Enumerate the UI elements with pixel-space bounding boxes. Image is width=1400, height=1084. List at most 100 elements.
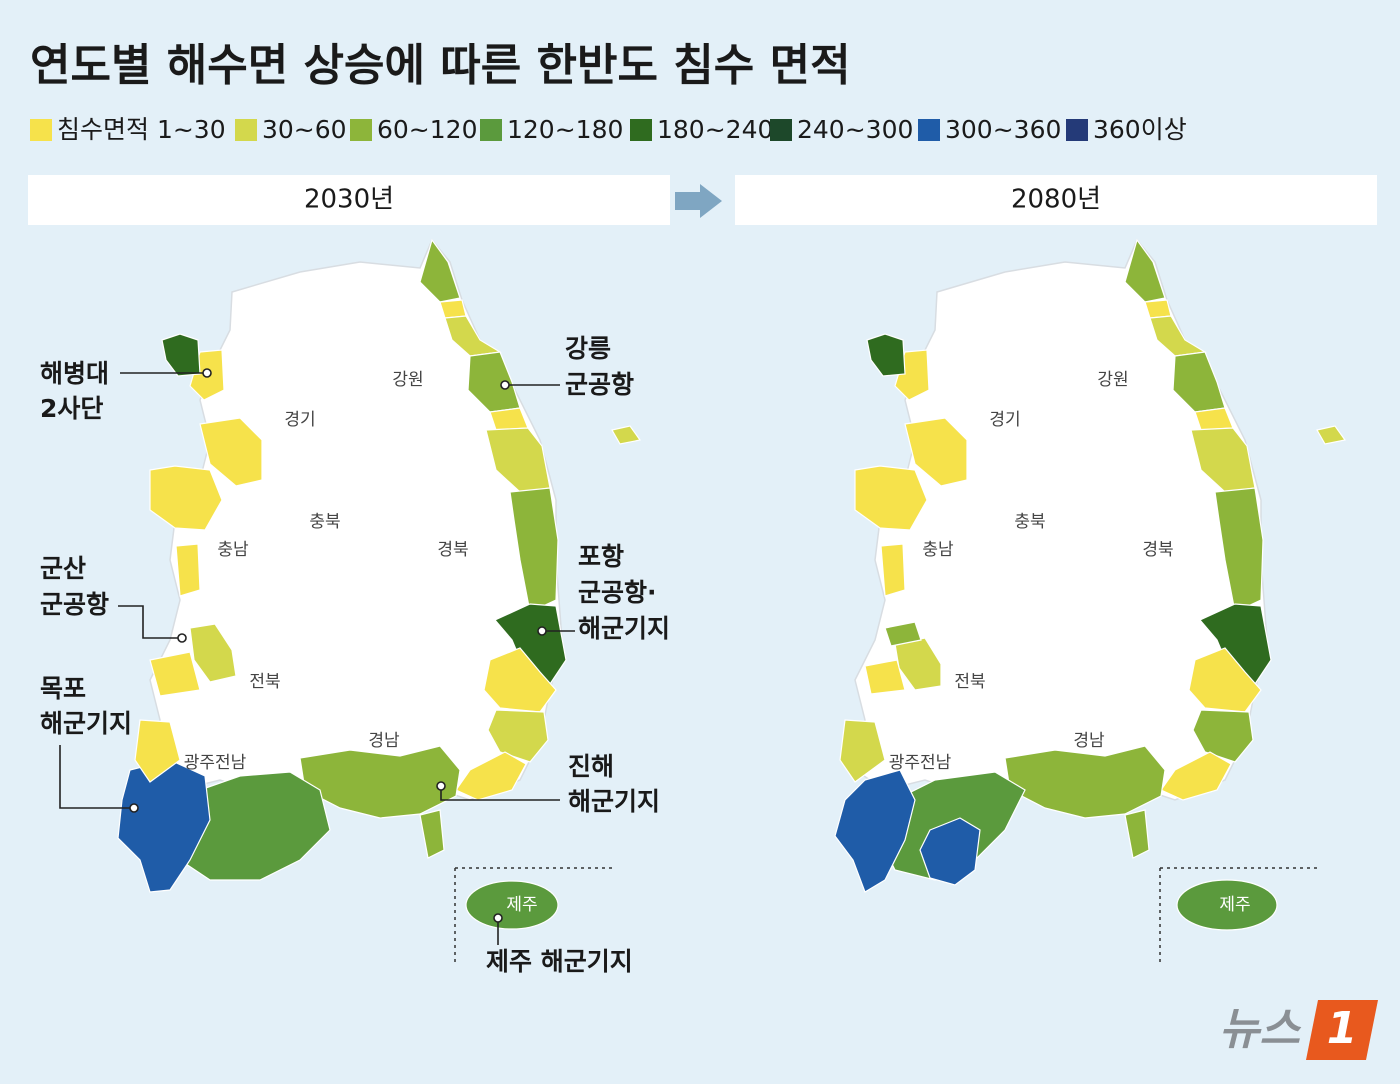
marker [202, 368, 212, 378]
flood-area [149, 651, 201, 697]
flood-area [439, 299, 467, 319]
flood-area [864, 659, 906, 695]
flood-area [161, 333, 201, 377]
legend-swatch [1066, 119, 1088, 141]
logo: 뉴스 1 [1219, 1000, 1378, 1060]
logo-text: 뉴스 [1219, 1004, 1301, 1055]
panel-title: 2080년 [1011, 185, 1101, 215]
region-label: 제주 [506, 895, 537, 915]
flood-area [919, 817, 981, 886]
flood-area [465, 880, 559, 930]
flood-area [149, 465, 223, 531]
region-label: 경기 [989, 410, 1020, 430]
flood-area [611, 425, 642, 445]
legend-swatch [235, 119, 257, 141]
logo-mark: 1 [1327, 1003, 1358, 1054]
flood-area [839, 719, 886, 783]
region-label: 경기 [284, 410, 315, 430]
callout-label: 군공항· [578, 578, 657, 607]
region-label: 경북 [1142, 540, 1173, 560]
flood-area [1188, 647, 1262, 713]
callout-label: 해군기지 [40, 709, 132, 738]
region-label: 제주 [1219, 895, 1250, 915]
legend-label: 180~240 [657, 115, 773, 144]
flood-area [1192, 709, 1254, 763]
flood-area [1316, 425, 1347, 445]
marker [493, 913, 503, 923]
legend-label: 침수면적 1~30 [57, 115, 226, 144]
flood-area [299, 745, 461, 819]
callout-label: 군공항 [565, 370, 634, 399]
marker [129, 803, 139, 813]
arrow [675, 184, 722, 218]
callout-label: 목포 [40, 674, 86, 703]
legend-label: 360이상 [1093, 115, 1187, 144]
flood-area [419, 809, 445, 859]
callout-label: 군산 [40, 554, 86, 583]
region-label: 광주전남 [889, 753, 952, 773]
flood-area [419, 238, 461, 303]
inset-border [454, 867, 615, 965]
callout-label: 진해 [568, 752, 614, 781]
callout-label: 군공항 [40, 590, 109, 619]
flood-area [866, 333, 906, 377]
flood-area [199, 417, 263, 487]
legend-swatch [30, 119, 52, 141]
legend-label: 120~180 [507, 115, 623, 144]
legend-swatch [770, 119, 792, 141]
legend-swatch [630, 119, 652, 141]
region-label: 충북 [1014, 512, 1045, 532]
region-label: 전북 [249, 672, 280, 692]
region-label: 강원 [392, 370, 423, 390]
region-label: 경남 [1073, 731, 1105, 751]
flood-area [134, 719, 181, 783]
marker [436, 781, 446, 791]
callout-label: 강릉 [565, 334, 611, 363]
logo-badge [1306, 1000, 1378, 1060]
flood-area [1124, 809, 1150, 859]
region-label: 충남 [217, 540, 249, 560]
leader-line [59, 745, 130, 809]
flood-area [487, 709, 549, 763]
flood-area [854, 465, 928, 531]
legend: 침수면적 1~30 30~60 60~120 120~180 180~240 240~30… [30, 115, 1187, 144]
region-label: 경남 [368, 731, 400, 751]
region-label: 강원 [1097, 370, 1128, 390]
leader-line [440, 790, 560, 801]
flood-area [1199, 603, 1272, 685]
legend-swatch [918, 119, 940, 141]
legend-swatch [480, 119, 502, 141]
flood-area [494, 603, 567, 685]
marker [537, 626, 547, 636]
flood-area [175, 543, 201, 597]
region-label: 충북 [309, 512, 340, 532]
flood-area [904, 417, 968, 487]
flood-area [117, 759, 211, 893]
flood-area [1144, 299, 1172, 319]
callouts: 해병대 2사단 강릉 군공항 군산 군공항 포항 군공항· 해군기지 목포 해군… [40, 334, 670, 976]
flood-area [880, 543, 906, 597]
flood-area [1004, 745, 1166, 819]
callout-label: 해군기지 [568, 787, 660, 816]
flood-area [189, 623, 237, 683]
legend-label: 60~120 [377, 115, 477, 144]
panel-header [28, 175, 670, 225]
flood-area [884, 621, 922, 647]
panel-header [735, 175, 1377, 225]
panel-title: 2030년 [304, 185, 394, 215]
legend-label: 240~300 [797, 115, 913, 144]
marker [500, 380, 510, 390]
flood-area [1176, 879, 1278, 931]
flood-area [1124, 238, 1166, 303]
flood-area [834, 769, 916, 893]
marker [177, 633, 187, 643]
callout-label: 제주 해군기지 [486, 947, 633, 976]
callout-label: 포항 [578, 542, 624, 571]
legend-swatch [350, 119, 372, 141]
region-label: 광주전남 [184, 753, 247, 773]
flood-area [483, 647, 557, 713]
region-label: 충남 [922, 540, 954, 560]
